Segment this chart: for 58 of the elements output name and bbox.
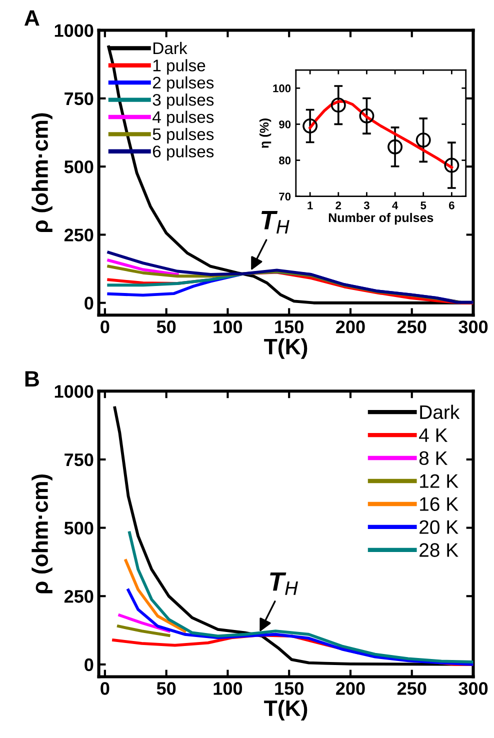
annotation: T$_{H}$ xyxy=(262,211,290,234)
text: A xyxy=(24,10,40,26)
x-tick-label: 4 xyxy=(392,202,398,210)
legend-label: 1 pulse xyxy=(153,59,206,75)
legend-label: 28 K xyxy=(420,543,458,557)
x-tick-label: 0 xyxy=(100,682,110,695)
x-tick-label: 6 xyxy=(449,201,454,210)
y-tick-label: 100 xyxy=(273,84,291,92)
y-axis-title: η (%) xyxy=(259,118,272,148)
legend-label: 5 pulses xyxy=(152,128,214,144)
y-tick-label: 750 xyxy=(64,453,94,466)
legend-label: 2 pulses xyxy=(152,76,214,92)
legend-label: 8 K xyxy=(419,451,448,466)
legend-label: Dark xyxy=(154,42,188,54)
legend-label: 4 K xyxy=(419,428,448,442)
legend-label: 6 pulses xyxy=(152,145,214,161)
y-tick-label: 70 xyxy=(279,192,291,200)
x-tick-label: 50 xyxy=(156,320,176,334)
y-tick-label: 750 xyxy=(64,92,94,106)
x-tick-label: 200 xyxy=(336,320,365,334)
y-tick-label: 0 xyxy=(84,658,94,672)
x-tick-label: 50 xyxy=(156,682,176,695)
y-tick-label: 90 xyxy=(279,120,291,128)
x-tick-label: 300 xyxy=(458,320,488,334)
text: B xyxy=(25,371,39,387)
legend-label: 4 pulses xyxy=(152,110,214,126)
legend-label: 12 K xyxy=(420,474,458,488)
x-tick-label: 150 xyxy=(275,682,304,695)
y-tick-label: 0 xyxy=(84,296,94,310)
y-tick-label: 500 xyxy=(64,522,94,535)
x-tick-label: 100 xyxy=(214,682,242,695)
y-tick-label: 250 xyxy=(64,590,94,603)
y-tick-label: 250 xyxy=(64,228,94,242)
x-tick-label: 300 xyxy=(458,682,488,695)
x-tick-label: 100 xyxy=(214,320,242,334)
x-tick-label: 3 xyxy=(364,201,370,210)
legend-label: 20 K xyxy=(420,520,458,534)
x-tick-label: 5 xyxy=(420,202,426,210)
y-axis-title: ρ (ohm·cm) xyxy=(32,113,52,232)
y-tick-label: 1000 xyxy=(54,24,94,37)
y-tick-label: 1000 xyxy=(54,385,94,398)
x-tick-label: 200 xyxy=(336,682,365,695)
x-axis-title: T(K) xyxy=(264,700,308,721)
x-tick-label: 1 xyxy=(308,202,313,210)
x-tick-label: 0 xyxy=(100,320,110,334)
x-axis-title: T(K) xyxy=(264,338,308,359)
x-tick-label: 2 xyxy=(336,201,342,210)
x-axis-title: Number of pulses xyxy=(328,212,434,225)
y-axis-title: ρ (ohm·cm) xyxy=(32,474,52,594)
legend-label: 16 K xyxy=(420,497,458,511)
annotation: T$_{H}$ xyxy=(270,572,298,595)
y-tick-label: 500 xyxy=(64,160,94,174)
x-tick-label: 250 xyxy=(397,682,426,695)
x-tick-label: 150 xyxy=(275,320,304,334)
x-tick-label: 250 xyxy=(397,320,426,334)
legend-label: 3 pulses xyxy=(152,94,214,110)
y-tick-label: 80 xyxy=(279,156,291,164)
legend-label: Dark xyxy=(420,404,460,420)
